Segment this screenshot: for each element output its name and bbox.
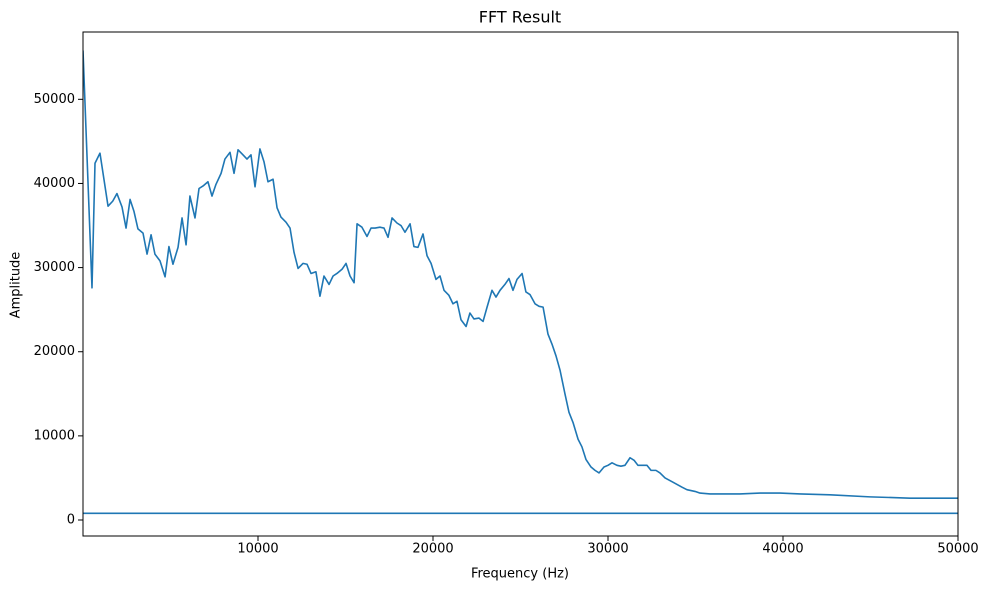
- y-tick-label: 10000: [34, 428, 75, 443]
- line-series: [83, 50, 958, 499]
- plot-frame: [82, 31, 959, 537]
- y-tick-label: 20000: [34, 344, 75, 359]
- x-tick-label: 50000: [937, 542, 978, 557]
- x-tick-label: 30000: [587, 542, 628, 557]
- y-tick-label: 30000: [34, 260, 75, 275]
- y-tick-label: 40000: [34, 176, 75, 191]
- y-tick-label: 50000: [34, 92, 75, 107]
- x-tick-label: 20000: [412, 542, 453, 557]
- x-tick-label: 40000: [762, 542, 803, 557]
- y-axis-label: Amplitude: [9, 252, 24, 319]
- x-tick-label: 10000: [237, 542, 278, 557]
- y-tick-label: 0: [67, 513, 75, 528]
- chart-title: FFT Result: [479, 8, 561, 27]
- x-axis-label: Frequency (Hz): [471, 567, 569, 582]
